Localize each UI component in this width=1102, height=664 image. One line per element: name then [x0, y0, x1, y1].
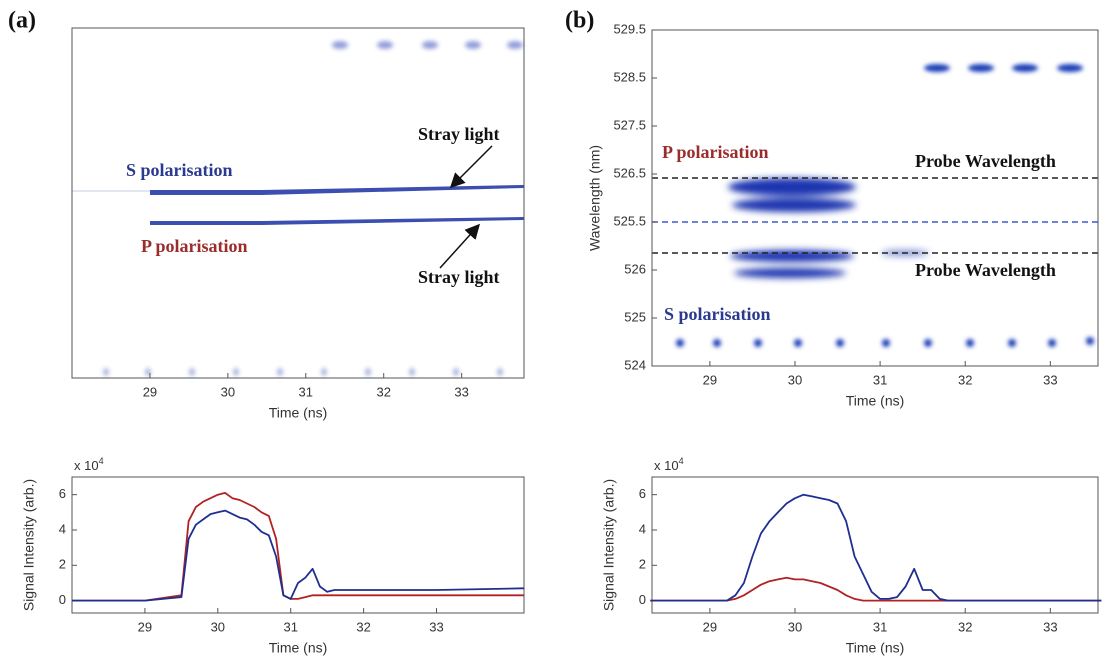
- y-axis-label: Signal Intensity (arb.): [601, 479, 617, 611]
- x-tick-label: 33: [1043, 372, 1057, 387]
- annotation: Probe Wavelength: [915, 151, 1056, 171]
- x-tick-label: 29: [143, 384, 157, 399]
- x-tick-label: 31: [299, 384, 313, 399]
- annotation: S polarisation: [126, 160, 233, 180]
- x-tick-label: 31: [873, 372, 887, 387]
- multiplier-exponent: 4: [679, 456, 684, 466]
- x-axis-label: Time (ns): [269, 640, 328, 656]
- x-tick-label: 33: [1043, 619, 1057, 634]
- panel-label: (a): [8, 8, 36, 34]
- y-tick-label: 2: [639, 557, 646, 572]
- line-series: [72, 492, 524, 602]
- panel-label: (b): [565, 8, 594, 34]
- annotation: Probe Wavelength: [915, 260, 1056, 280]
- y-tick-label: 0: [639, 592, 646, 607]
- x-tick-label: 29: [703, 619, 717, 634]
- multiplier-exponent: 4: [99, 456, 104, 466]
- x-tick-label: 32: [958, 619, 972, 634]
- y-axis-label: Signal Intensity (arb.): [21, 479, 37, 611]
- arrows: [439, 145, 493, 269]
- x-tick-label: 32: [376, 384, 390, 399]
- y-axis-label: Wavelength (nm): [587, 145, 603, 251]
- x-tick-label: 30: [211, 619, 225, 634]
- y-tick-label: 528.5: [613, 69, 646, 84]
- line-series: [650, 576, 1102, 602]
- axes-frame: [651, 476, 1099, 614]
- axes-frame: [651, 29, 1099, 367]
- multiplier-base: x 10: [654, 458, 679, 473]
- y-tick-label: 525: [624, 309, 646, 324]
- x-tick-label: 33: [429, 619, 443, 634]
- x-tick-label: 30: [788, 372, 802, 387]
- x-axis-label: Time (ns): [269, 405, 328, 421]
- y-multiplier: x 104: [654, 456, 684, 473]
- y-multiplier: x 104: [74, 456, 104, 473]
- multiplier-base: x 10: [74, 458, 99, 473]
- annotation: Stray light: [418, 124, 500, 144]
- axes-frame: [71, 27, 525, 379]
- y-tick-label: 4: [59, 521, 66, 536]
- x-tick-label: 29: [703, 372, 717, 387]
- x-tick-label: 32: [958, 372, 972, 387]
- y-tick-label: 4: [639, 521, 646, 536]
- x-tick-label: 30: [788, 619, 802, 634]
- y-tick-label: 526.5: [613, 165, 646, 180]
- annotation: Stray light: [418, 267, 500, 287]
- y-tick-label: 525.5: [613, 213, 646, 228]
- annotation: S polarisation: [664, 304, 771, 324]
- y-tick-label: 524: [624, 357, 646, 372]
- x-tick-label: 31: [283, 619, 297, 634]
- line-series: [72, 509, 525, 602]
- streak-image-a: [72, 41, 524, 376]
- y-tick-label: 2: [59, 557, 66, 572]
- axes-frame: [71, 476, 525, 614]
- x-tick-label: 30: [221, 384, 235, 399]
- y-tick-label: 526: [624, 261, 646, 276]
- streak-image-b: [652, 64, 1098, 347]
- x-tick-label: 32: [356, 619, 370, 634]
- y-tick-label: 6: [59, 486, 66, 501]
- x-tick-label: 31: [873, 619, 887, 634]
- x-axis-label: Time (ns): [846, 640, 905, 656]
- y-tick-label: 6: [639, 486, 646, 501]
- annotation: P polarisation: [141, 236, 248, 256]
- line-series: [650, 493, 1102, 602]
- y-tick-label: 0: [59, 592, 66, 607]
- y-tick-label: 529.5: [613, 21, 646, 36]
- y-tick-label: 527.5: [613, 117, 646, 132]
- x-tick-label: 29: [138, 619, 152, 634]
- x-axis-label: Time (ns): [846, 393, 905, 409]
- x-tick-label: 33: [454, 384, 468, 399]
- annotation: P polarisation: [662, 142, 769, 162]
